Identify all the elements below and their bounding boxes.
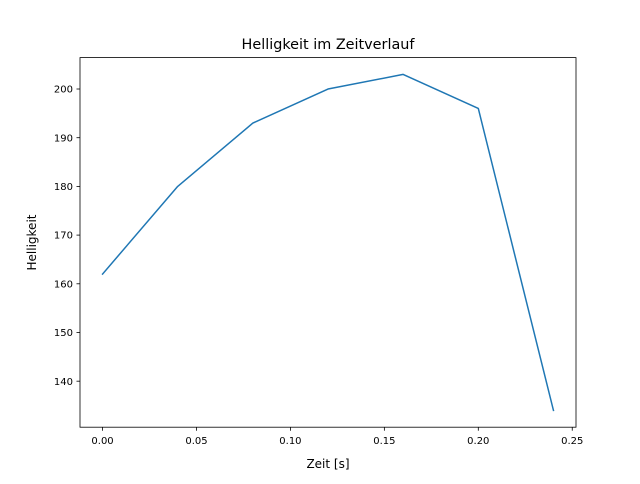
- y-axis-label: Helligkeit: [25, 214, 39, 270]
- x-tick-label: 0.25: [561, 436, 583, 447]
- x-tick-label: 0.00: [91, 436, 113, 447]
- y-tick-label: 170: [54, 231, 73, 242]
- y-tick-label: 200: [54, 85, 73, 96]
- x-tick-label: 0.15: [373, 436, 395, 447]
- y-tick-label: 180: [54, 182, 73, 193]
- x-axis-label: Zeit [s]: [306, 457, 349, 471]
- chart-title: Helligkeit im Zeitverlauf: [242, 37, 416, 53]
- y-tick-label: 160: [54, 279, 73, 290]
- y-tick-label: 140: [54, 377, 73, 388]
- series-line-helligkeit: [101, 73, 555, 412]
- y-tick-label: 150: [54, 328, 73, 339]
- x-tick-label: 0.05: [185, 436, 207, 447]
- x-tick-label: 0.10: [279, 436, 301, 447]
- y-tick-label: 190: [54, 133, 73, 144]
- axes-frame: [79, 57, 577, 428]
- x-tick-label: 0.20: [467, 436, 489, 447]
